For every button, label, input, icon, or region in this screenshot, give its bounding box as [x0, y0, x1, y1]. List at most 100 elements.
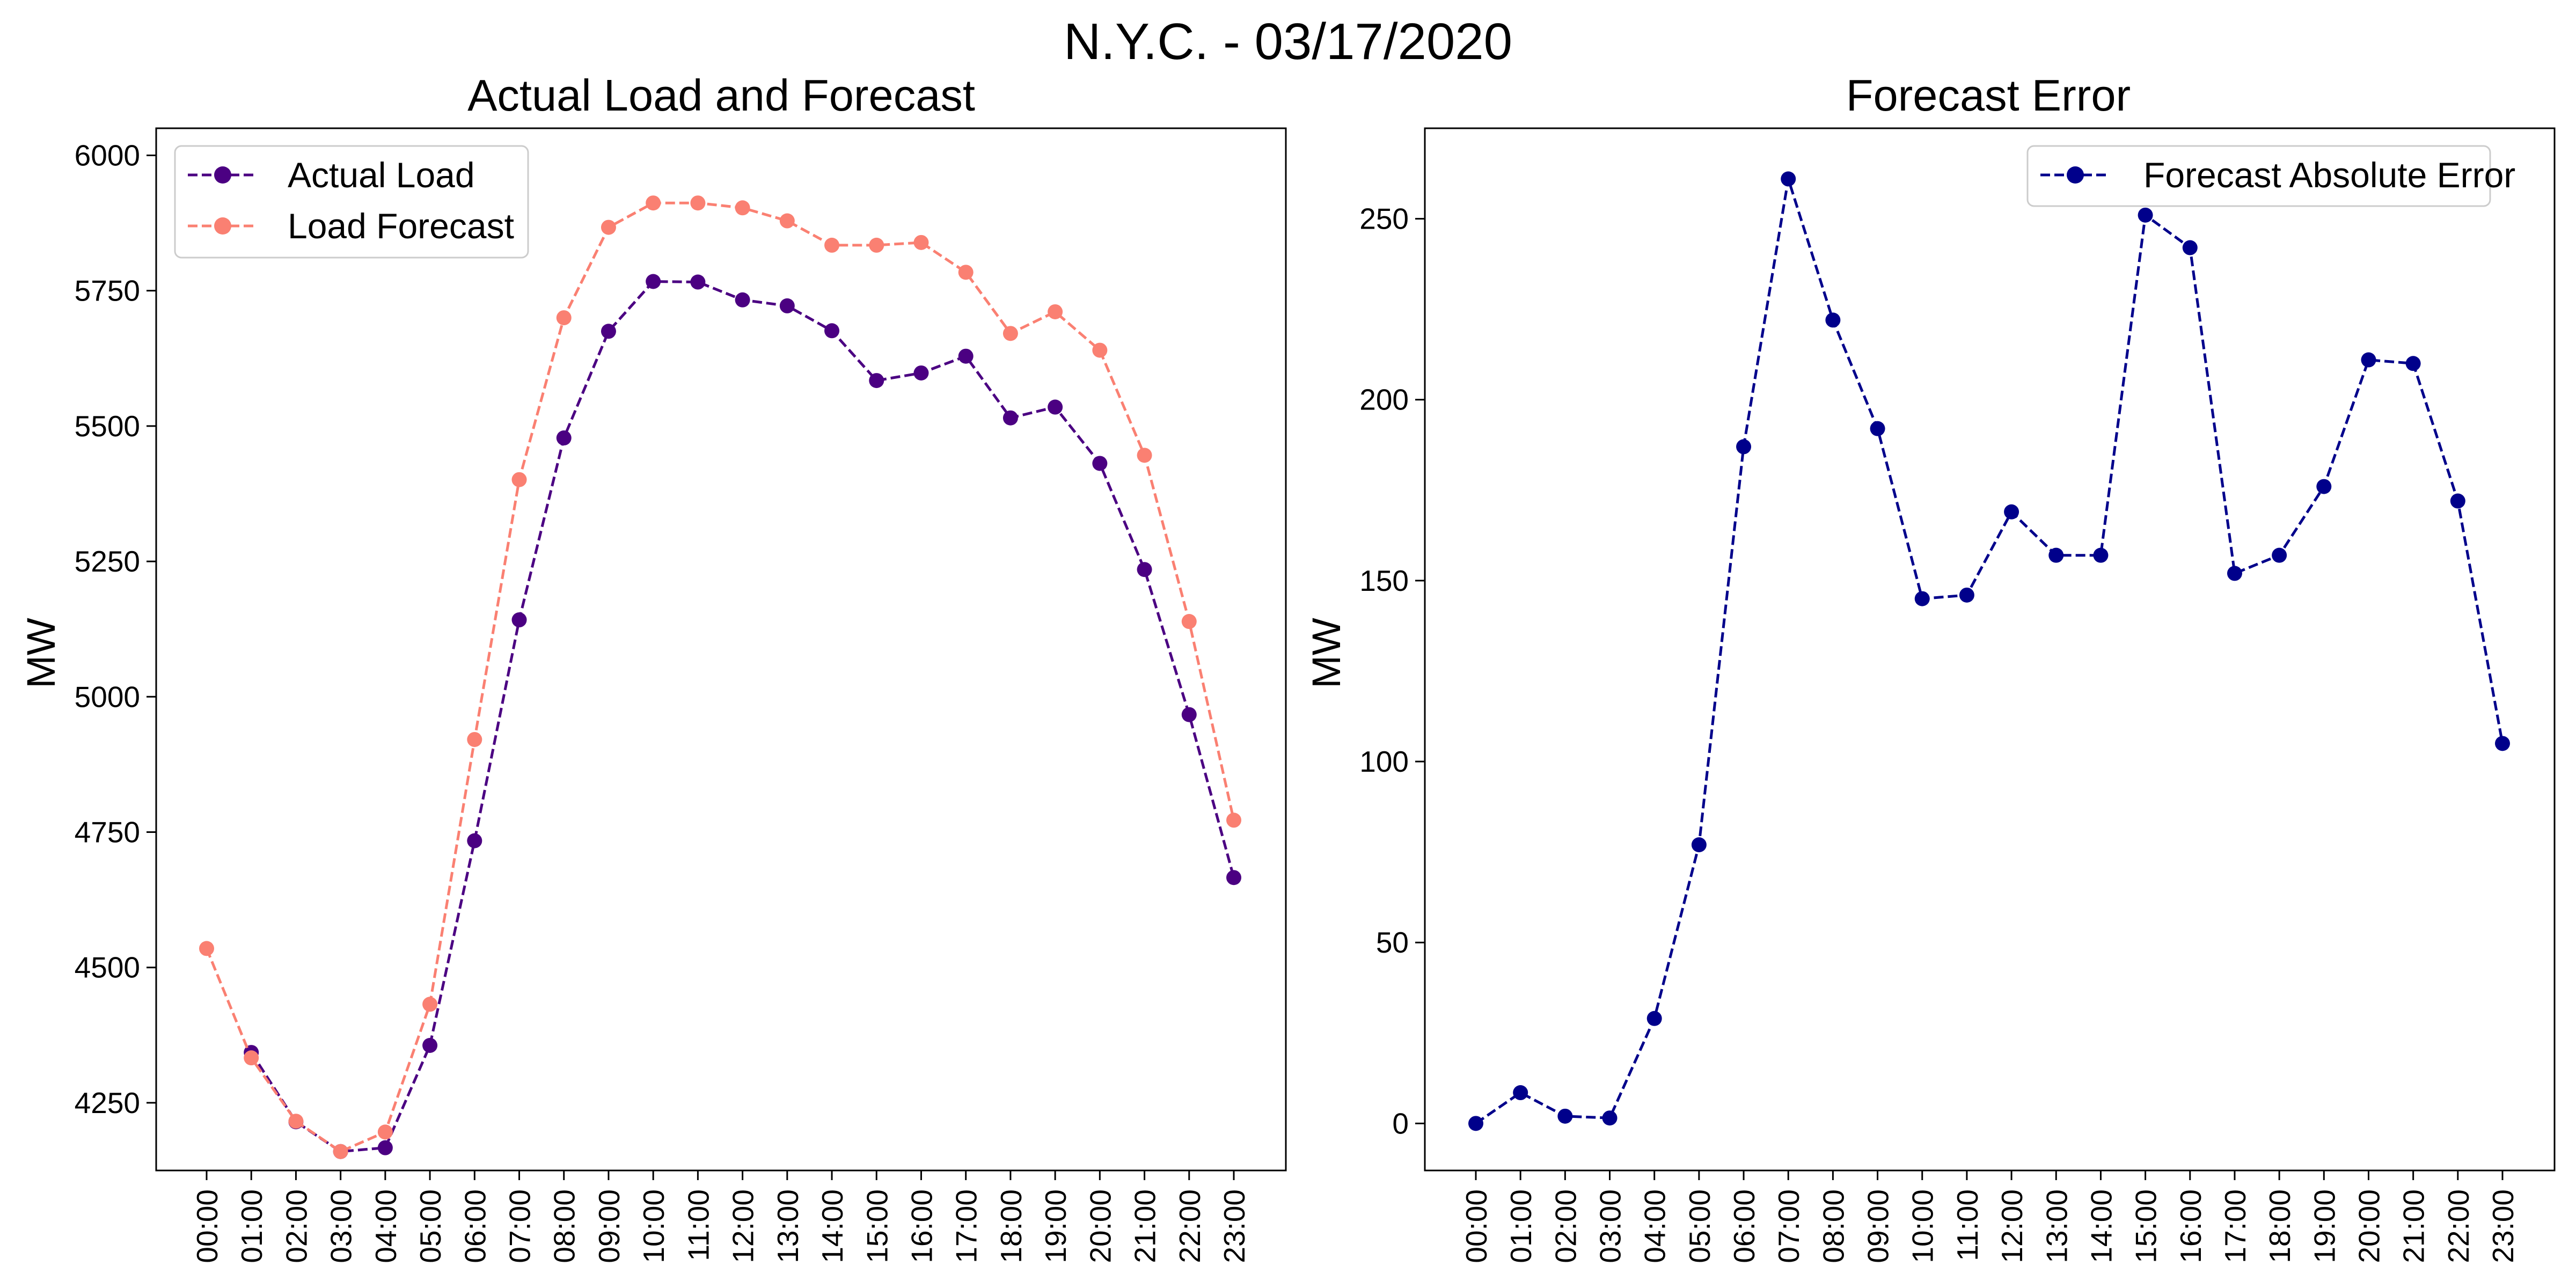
- data-point-load-forecast: [646, 195, 661, 211]
- series-line-load-forecast: [205, 201, 1235, 1153]
- data-point-load-forecast: [511, 472, 527, 487]
- data-point-load-forecast: [824, 237, 840, 253]
- data-point-forecast-absolute-error: [2227, 566, 2242, 581]
- x-tick-label: 18:00: [994, 1189, 1028, 1263]
- left-y-axis-label: MW: [19, 618, 63, 689]
- x-tick-label: 21:00: [1129, 1189, 1162, 1263]
- data-point-actual-load: [556, 430, 572, 446]
- x-tick-label: 08:00: [548, 1189, 581, 1263]
- right-legend-box: [2026, 145, 2491, 207]
- x-tick-label: 15:00: [2129, 1189, 2163, 1263]
- data-point-actual-load: [913, 365, 929, 380]
- data-point-load-forecast: [1181, 614, 1197, 630]
- x-tick-label: 16:00: [2174, 1189, 2207, 1263]
- x-tick-label: 09:00: [1862, 1189, 1895, 1263]
- data-point-actual-load: [1137, 562, 1152, 577]
- x-tick-label: 07:00: [503, 1189, 537, 1263]
- data-point-forecast-absolute-error: [2182, 240, 2198, 255]
- x-tick-label: 01:00: [1504, 1189, 1538, 1263]
- x-tick-label: 11:00: [1951, 1189, 1984, 1261]
- figure-suptitle: N.Y.C. - 03/17/2020: [1064, 13, 1512, 70]
- x-tick-label: 00:00: [1460, 1189, 1493, 1263]
- series-line-actual-load: [250, 280, 1235, 1153]
- data-point-actual-load: [377, 1140, 393, 1155]
- left-plot-frame: [155, 127, 1287, 1172]
- data-point-actual-load: [511, 612, 527, 628]
- data-point-load-forecast: [601, 219, 616, 235]
- legend-label-forecast-absolute-error: Forecast Absolute Error: [2143, 155, 2515, 195]
- data-point-actual-load: [422, 1037, 438, 1053]
- data-point-forecast-absolute-error: [2495, 736, 2510, 751]
- x-tick-label: 22:00: [1173, 1189, 1206, 1263]
- y-tick-label: 5500: [75, 409, 140, 443]
- x-tick-label: 03:00: [325, 1189, 358, 1263]
- x-tick-label: 13:00: [771, 1189, 804, 1263]
- left-x-axis: 00:00 01:00 02:00 03:00 04:00 05:00 06:00 07:00…: [191, 1170, 1251, 1263]
- data-point-actual-load: [1226, 870, 1241, 885]
- data-point-actual-load: [1048, 399, 1063, 415]
- data-point-forecast-absolute-error: [2450, 493, 2465, 509]
- data-point-load-forecast: [333, 1144, 348, 1159]
- data-point-load-forecast: [913, 235, 929, 250]
- data-point-forecast-absolute-error: [2316, 479, 2332, 494]
- data-point-actual-load: [1002, 410, 1018, 426]
- x-tick-label: 20:00: [2352, 1189, 2385, 1263]
- data-point-actual-load: [958, 348, 974, 364]
- x-tick-label: 04:00: [369, 1189, 402, 1263]
- data-point-forecast-absolute-error: [1825, 312, 1841, 328]
- data-point-forecast-absolute-error: [2361, 352, 2376, 368]
- y-tick-label: 250: [1359, 202, 1409, 236]
- data-point-load-forecast: [1137, 448, 1152, 463]
- data-point-forecast-absolute-error: [1557, 1108, 1573, 1124]
- data-point-load-forecast: [735, 200, 750, 216]
- data-point-forecast-absolute-error: [1468, 1116, 1483, 1131]
- x-tick-label: 13:00: [2040, 1189, 2073, 1263]
- data-point-actual-load: [735, 292, 750, 308]
- x-tick-label: 11:00: [682, 1189, 715, 1261]
- y-tick-label: 4750: [75, 815, 140, 848]
- data-point-forecast-absolute-error: [2004, 504, 2019, 519]
- data-point-load-forecast: [690, 195, 706, 211]
- data-point-forecast-absolute-error: [2272, 547, 2287, 563]
- data-point-forecast-absolute-error: [2138, 207, 2153, 223]
- right-x-axis: 00:00 01:00 02:00 03:00 04:00 05:00 06:00 07:00…: [1460, 1170, 2520, 1263]
- left-panel: Actual Load and Forecast MW 4250 4500 4750…: [19, 70, 1287, 1263]
- data-point-forecast-absolute-error: [1691, 837, 1707, 853]
- data-point-actual-load: [1181, 707, 1197, 722]
- x-tick-label: 07:00: [1772, 1189, 1805, 1263]
- y-tick-label: 150: [1359, 564, 1409, 597]
- data-point-load-forecast: [869, 237, 884, 253]
- y-tick-label: 0: [1392, 1107, 1409, 1140]
- y-tick-label: 5250: [75, 545, 140, 578]
- x-tick-label: 05:00: [414, 1189, 447, 1263]
- x-tick-label: 22:00: [2442, 1189, 2475, 1263]
- legend-label-load-forecast: Load Forecast: [288, 206, 514, 246]
- data-point-load-forecast: [958, 265, 974, 280]
- x-tick-label: 20:00: [1084, 1189, 1117, 1263]
- data-point-forecast-absolute-error: [1513, 1085, 1528, 1101]
- data-point-load-forecast: [1226, 813, 1241, 828]
- x-tick-label: 02:00: [1549, 1189, 1582, 1263]
- data-point-forecast-absolute-error: [2048, 547, 2064, 563]
- data-point-actual-load: [869, 373, 884, 389]
- data-point-load-forecast: [1048, 304, 1063, 319]
- x-tick-label: 18:00: [2263, 1189, 2296, 1263]
- y-tick-label: 4250: [75, 1086, 140, 1119]
- data-point-actual-load: [601, 324, 616, 339]
- data-point-actual-load: [467, 833, 482, 848]
- x-tick-label: 16:00: [905, 1189, 938, 1263]
- data-point-forecast-absolute-error: [2093, 547, 2109, 563]
- y-tick-label: 5750: [75, 274, 140, 308]
- data-point-forecast-absolute-error: [1736, 439, 1752, 455]
- data-point-load-forecast: [779, 213, 795, 229]
- x-tick-label: 23:00: [1218, 1189, 1251, 1263]
- x-tick-label: 00:00: [191, 1189, 224, 1263]
- y-tick-label: 5000: [75, 680, 140, 713]
- x-tick-label: 02:00: [280, 1189, 313, 1263]
- x-tick-label: 12:00: [727, 1189, 760, 1263]
- x-tick-label: 06:00: [458, 1189, 492, 1263]
- data-point-load-forecast: [244, 1050, 259, 1066]
- data-point-forecast-absolute-error: [1959, 587, 1974, 603]
